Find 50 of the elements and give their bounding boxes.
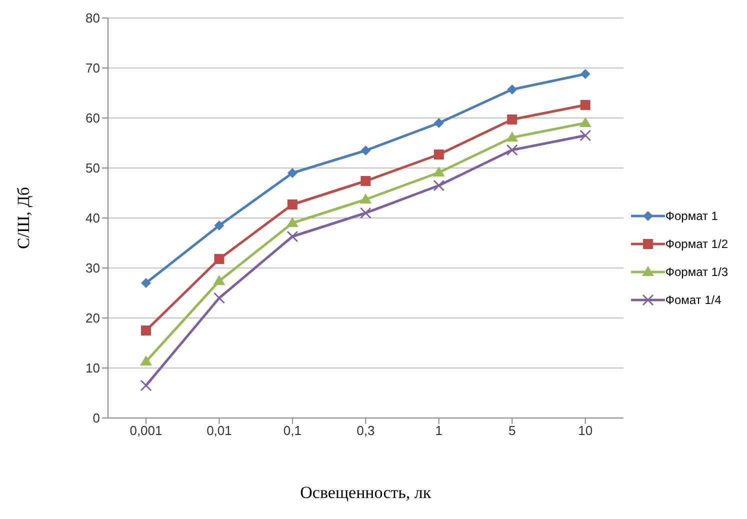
point xyxy=(434,150,444,160)
x-tick-label: 10 xyxy=(578,423,593,438)
point xyxy=(141,326,151,336)
legend-label: Формат 1/2 xyxy=(665,237,728,251)
point xyxy=(287,200,298,210)
point xyxy=(286,217,298,227)
x-tick-label: 0,01 xyxy=(206,423,232,438)
x-tick-label: 0,001 xyxy=(130,423,162,438)
y-tick-label: 0 xyxy=(92,410,100,426)
point xyxy=(434,118,444,128)
y-tick-label: 10 xyxy=(86,360,100,376)
x-axis-title: Освещенность, лк xyxy=(300,483,432,502)
x-tick-label: 0,3 xyxy=(356,423,375,438)
point xyxy=(507,84,518,94)
point xyxy=(579,117,592,127)
point xyxy=(214,220,224,230)
point xyxy=(140,380,152,392)
point xyxy=(287,168,298,178)
point xyxy=(580,100,590,110)
point xyxy=(507,114,518,124)
x-tick-label: 1 xyxy=(435,423,443,438)
x-tick-label: 0,1 xyxy=(283,423,302,438)
point xyxy=(432,166,445,176)
point xyxy=(214,254,224,264)
point xyxy=(140,356,152,366)
y-axis-title: С/Ш, Дб xyxy=(14,187,34,249)
legend-label: Формат 1 xyxy=(665,209,718,223)
point xyxy=(506,144,518,156)
y-tick-label: 60 xyxy=(86,110,100,126)
point xyxy=(580,130,592,142)
point xyxy=(433,180,445,192)
y-tick-label: 20 xyxy=(86,310,100,326)
legend-label: Формат 1/3 xyxy=(665,265,728,279)
y-tick-label: 40 xyxy=(86,210,100,226)
x-tick-label: 5 xyxy=(508,423,516,438)
point xyxy=(286,230,298,242)
point xyxy=(141,278,151,288)
point xyxy=(360,207,372,219)
y-tick-label: 70 xyxy=(86,60,100,76)
point xyxy=(213,292,225,304)
point xyxy=(213,275,226,285)
y-tick-label: 50 xyxy=(86,160,100,176)
point xyxy=(506,132,518,142)
legend-label: Фомат 1/4 xyxy=(665,293,722,307)
point xyxy=(580,69,590,79)
point xyxy=(360,176,371,186)
y-tick-label: 80 xyxy=(86,10,100,26)
point xyxy=(360,146,371,156)
y-tick-label: 30 xyxy=(86,260,100,276)
point xyxy=(360,194,372,204)
